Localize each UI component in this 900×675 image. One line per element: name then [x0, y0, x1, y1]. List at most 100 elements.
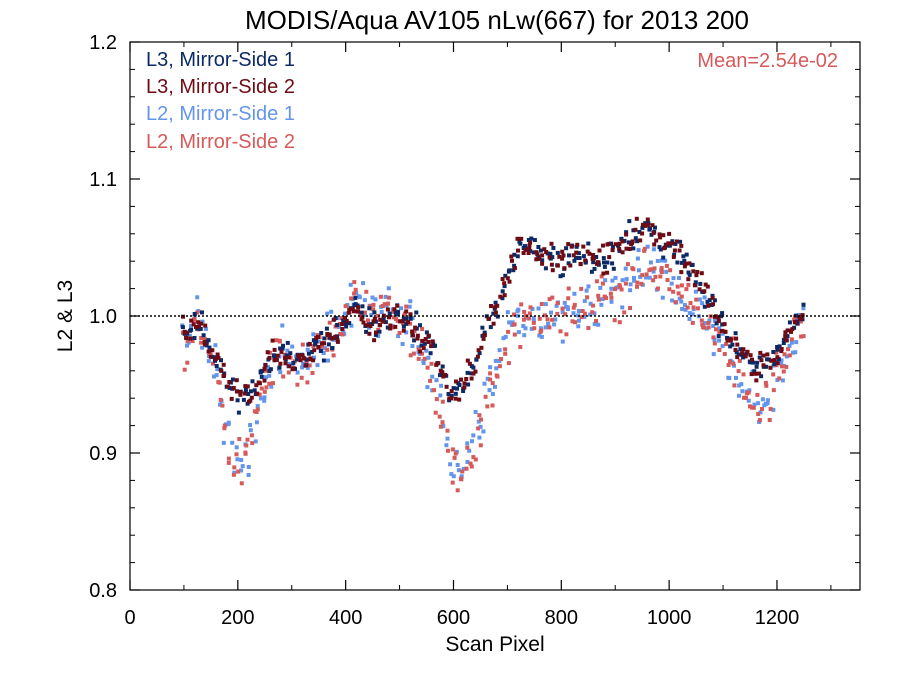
- data-point: [488, 371, 493, 376]
- data-point: [560, 310, 565, 315]
- data-point: [490, 403, 495, 408]
- data-point: [670, 239, 675, 244]
- data-point: [668, 268, 673, 273]
- data-point: [702, 295, 707, 300]
- data-point: [424, 348, 429, 353]
- data-point: [501, 336, 506, 341]
- data-point: [346, 310, 351, 315]
- data-point: [449, 393, 454, 398]
- data-point: [706, 303, 711, 308]
- data-point: [648, 226, 653, 231]
- data-point: [327, 320, 332, 325]
- data-point: [487, 388, 492, 393]
- data-point: [628, 282, 633, 287]
- data-point: [432, 388, 436, 393]
- data-point: [720, 344, 725, 349]
- data-point: [412, 338, 417, 343]
- data-point: [633, 227, 638, 232]
- data-point: [759, 374, 764, 379]
- data-point: [373, 332, 378, 337]
- data-point: [566, 296, 571, 301]
- data-point: [617, 248, 622, 253]
- data-point: [695, 270, 700, 274]
- data-point: [512, 263, 517, 268]
- data-point: [642, 246, 647, 251]
- data-point: [675, 239, 679, 244]
- data-point: [710, 293, 715, 298]
- data-point: [500, 277, 505, 281]
- data-point: [366, 318, 370, 323]
- data-point: [489, 304, 493, 308]
- data-point: [563, 312, 568, 317]
- data-point: [258, 396, 263, 401]
- data-point: [610, 248, 615, 253]
- data-point: [455, 386, 459, 391]
- data-point: [786, 347, 790, 352]
- data-point: [434, 397, 439, 402]
- data-point: [288, 351, 293, 356]
- data-point: [679, 270, 684, 275]
- data-point: [547, 297, 552, 302]
- data-point: [512, 332, 517, 337]
- data-point: [220, 403, 225, 408]
- data-point: [402, 311, 407, 316]
- data-point: [702, 289, 707, 294]
- data-point: [540, 261, 545, 266]
- data-point: [301, 356, 306, 360]
- data-point: [519, 236, 524, 241]
- data-point: [281, 343, 285, 348]
- data-point: [707, 318, 712, 323]
- data-point: [454, 379, 458, 384]
- data-point: [523, 326, 528, 331]
- data-point: [246, 465, 251, 469]
- data-point: [343, 304, 348, 309]
- data-point: [305, 365, 310, 370]
- data-point: [544, 250, 549, 254]
- data-point: [256, 380, 261, 385]
- data-point: [373, 319, 378, 324]
- data-point: [780, 364, 784, 369]
- data-point: [671, 289, 676, 294]
- data-point: [391, 315, 396, 320]
- data-point: [676, 291, 681, 296]
- data-point: [348, 282, 353, 287]
- data-point: [381, 316, 386, 321]
- data-point: [787, 353, 792, 358]
- data-point: [325, 332, 330, 336]
- data-point: [354, 291, 359, 296]
- data-point: [594, 279, 599, 284]
- data-point: [399, 306, 403, 311]
- data-point: [716, 334, 721, 339]
- data-point: [383, 320, 388, 325]
- data-point: [468, 461, 473, 466]
- data-point: [775, 347, 780, 352]
- data-point: [285, 340, 290, 345]
- x-tick-label: 1000: [647, 607, 692, 629]
- data-point: [264, 375, 268, 380]
- data-point: [568, 263, 573, 268]
- chart-title: MODIS/Aqua AV105 nLw(667) for 2013 200: [245, 5, 749, 35]
- data-point: [509, 254, 514, 259]
- data-point: [714, 321, 719, 326]
- data-point: [618, 284, 623, 289]
- data-point: [387, 311, 392, 316]
- data-point: [473, 410, 478, 414]
- data-point: [675, 260, 680, 265]
- data-point: [537, 256, 542, 261]
- data-point: [423, 337, 428, 341]
- data-point: [539, 328, 544, 333]
- data-point: [588, 312, 593, 317]
- data-point: [477, 435, 482, 440]
- data-point: [421, 361, 426, 365]
- data-point: [281, 374, 286, 379]
- data-point: [712, 318, 717, 323]
- data-point: [787, 320, 792, 325]
- data-point: [332, 317, 336, 322]
- data-point: [542, 313, 547, 318]
- data-point: [610, 278, 615, 283]
- data-point: [628, 288, 633, 293]
- data-point: [560, 306, 565, 311]
- data-point: [771, 388, 776, 393]
- data-point: [482, 330, 487, 335]
- data-point: [278, 346, 283, 351]
